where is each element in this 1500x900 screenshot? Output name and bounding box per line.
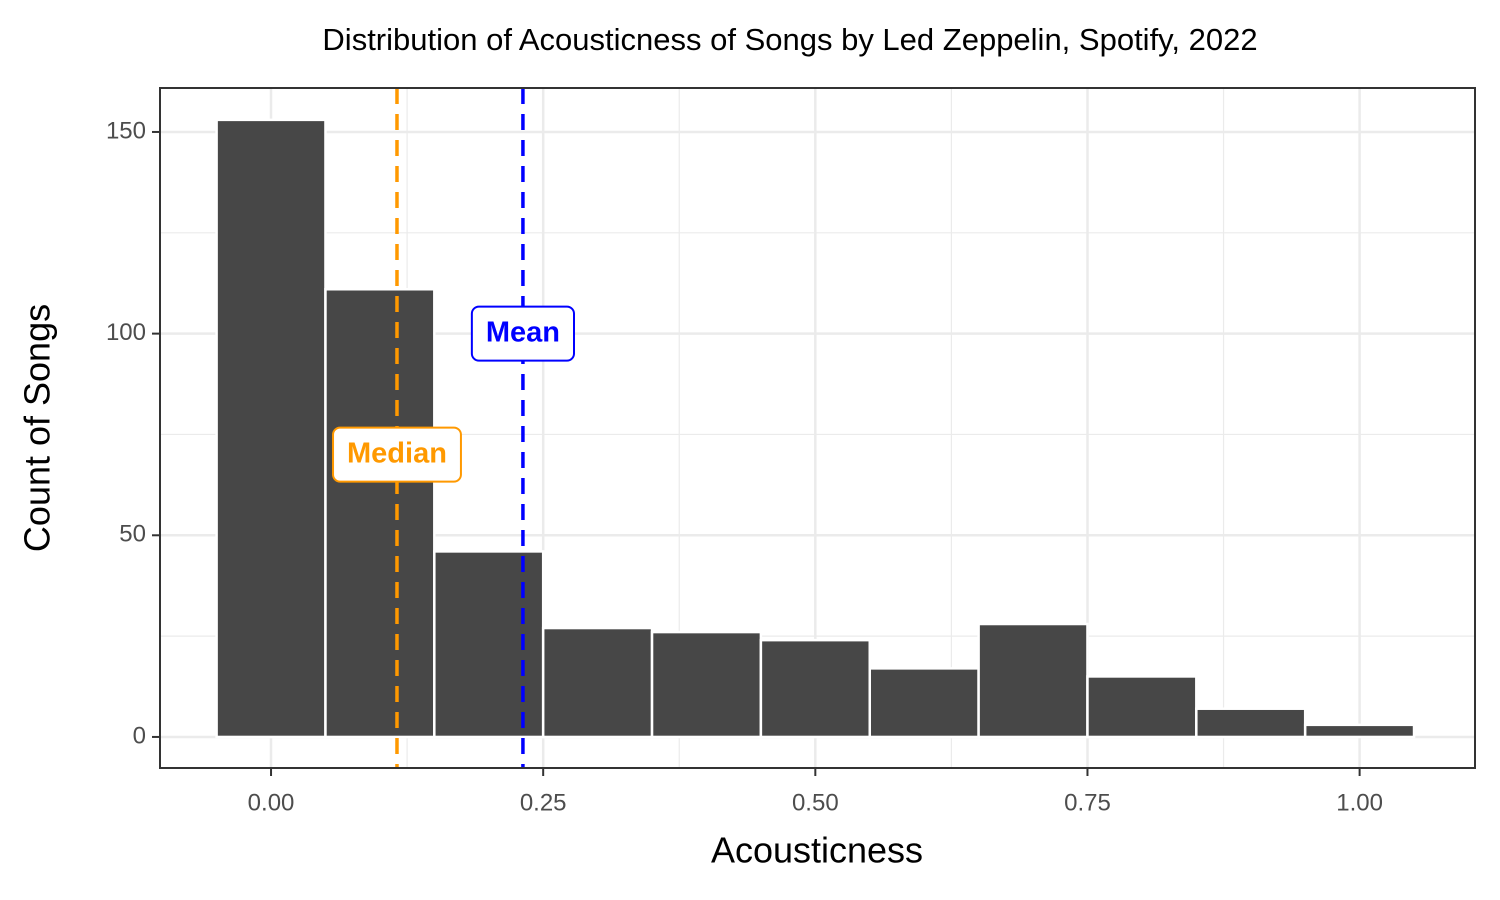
y-tick-label: 0 [133, 722, 146, 749]
reference-label-text: Median [347, 437, 447, 469]
label-box [470, 305, 576, 362]
x-tick-label: 0.50 [792, 789, 839, 816]
y-tick-label: 100 [106, 319, 146, 346]
x-axis-title: Acousticness [711, 830, 923, 871]
bar [868, 667, 980, 739]
reference-label: Mean [470, 305, 576, 362]
reference-label: Median [332, 426, 462, 483]
bar [433, 550, 545, 739]
panel-border [159, 87, 1476, 769]
y-tick-label: 150 [106, 117, 146, 144]
x-tick-label: 1.00 [1336, 789, 1383, 816]
x-tick-label: 0.00 [248, 789, 295, 816]
reference-label-text: Mean [486, 316, 560, 348]
bar [650, 630, 763, 739]
bar [1303, 723, 1416, 739]
bar [977, 622, 1089, 739]
bar [1086, 675, 1198, 739]
x-tick-label: 0.25 [520, 789, 567, 816]
chart-title: Distribution of Acousticness of Songs by… [322, 22, 1257, 57]
label-box [332, 426, 462, 483]
y-tick-label: 50 [119, 521, 146, 548]
x-tick-label: 0.75 [1064, 789, 1111, 816]
bar [215, 118, 327, 739]
bar [324, 288, 436, 739]
y-axis-title: Count of Songs [17, 304, 58, 552]
bar [759, 638, 872, 739]
bar [541, 626, 654, 739]
bar [1195, 707, 1307, 739]
